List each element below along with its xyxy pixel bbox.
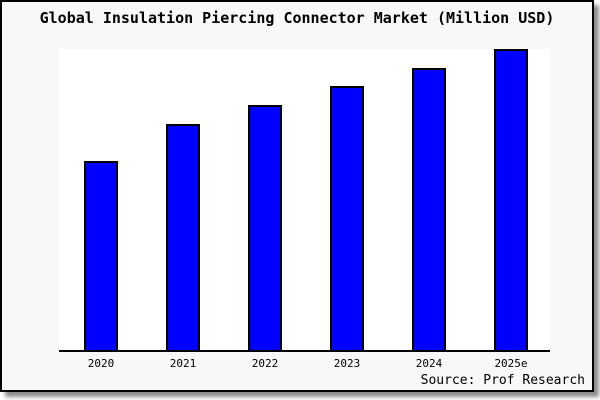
x-tick-label-2020: 2020	[87, 357, 115, 370]
x-tick-label-2021: 2021	[169, 357, 197, 370]
bar-2025e	[494, 49, 528, 350]
bar-2022	[248, 105, 282, 350]
chart-card: Global Insulation Piercing Connector Mar…	[0, 0, 594, 392]
x-tick-label-2025e: 2025e	[494, 357, 528, 370]
bar-2021	[166, 124, 200, 350]
bar-2024	[412, 68, 446, 350]
source-credit: Source: Prof Research	[420, 373, 585, 388]
x-axis-labels: 2020 2021 2022 2023 2024 2025e	[59, 357, 550, 373]
x-tick-label-2023: 2023	[333, 357, 361, 370]
plot-area	[59, 49, 550, 352]
chart-title: Global Insulation Piercing Connector Mar…	[39, 9, 555, 27]
bar-2023	[330, 86, 364, 350]
x-tick-label-2024: 2024	[415, 357, 443, 370]
x-tick-label-2022: 2022	[251, 357, 279, 370]
bar-2020	[84, 161, 118, 350]
